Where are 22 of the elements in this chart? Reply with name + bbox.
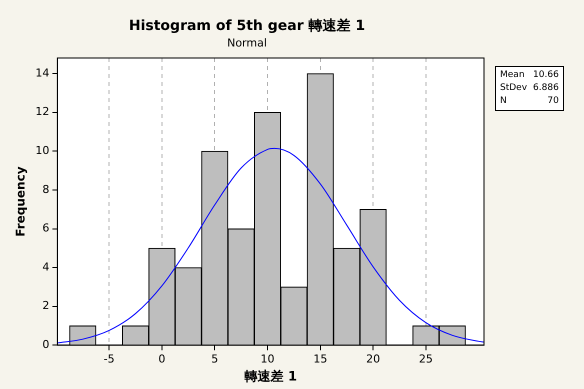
x-axis-title: 轉速差 1 — [243, 370, 297, 385]
chart-title: Histogram of 5th gear 轉速差 1 — [128, 18, 366, 34]
y-tick-label: 6 — [42, 222, 50, 235]
y-tick-label: 2 — [42, 299, 50, 312]
text: N 70 — [500, 96, 559, 106]
y-tick-label: 14 — [35, 66, 50, 80]
y-tick-label: 4 — [42, 260, 50, 274]
x-tick-label: 15 — [313, 352, 328, 366]
x-tick-label: 25 — [418, 352, 433, 366]
x-tick-label: 20 — [366, 352, 380, 366]
y-tick-label: 12 — [35, 105, 50, 118]
y-tick-label: 8 — [42, 182, 50, 196]
x-tick-label: 5 — [211, 352, 218, 366]
x-tick-label: 10 — [260, 352, 275, 366]
y-tick-label: 0 — [42, 338, 50, 352]
text: Mean 10.66 — [500, 69, 559, 82]
chart-subtitle: Normal — [227, 36, 267, 50]
y-tick-label: 10 — [35, 144, 50, 158]
x-tick-label: 0 — [158, 352, 166, 366]
x-tick-label: -5 — [104, 352, 115, 366]
text: StDev 6.886 — [500, 82, 559, 95]
y-axis-title: Frequency — [13, 166, 28, 237]
